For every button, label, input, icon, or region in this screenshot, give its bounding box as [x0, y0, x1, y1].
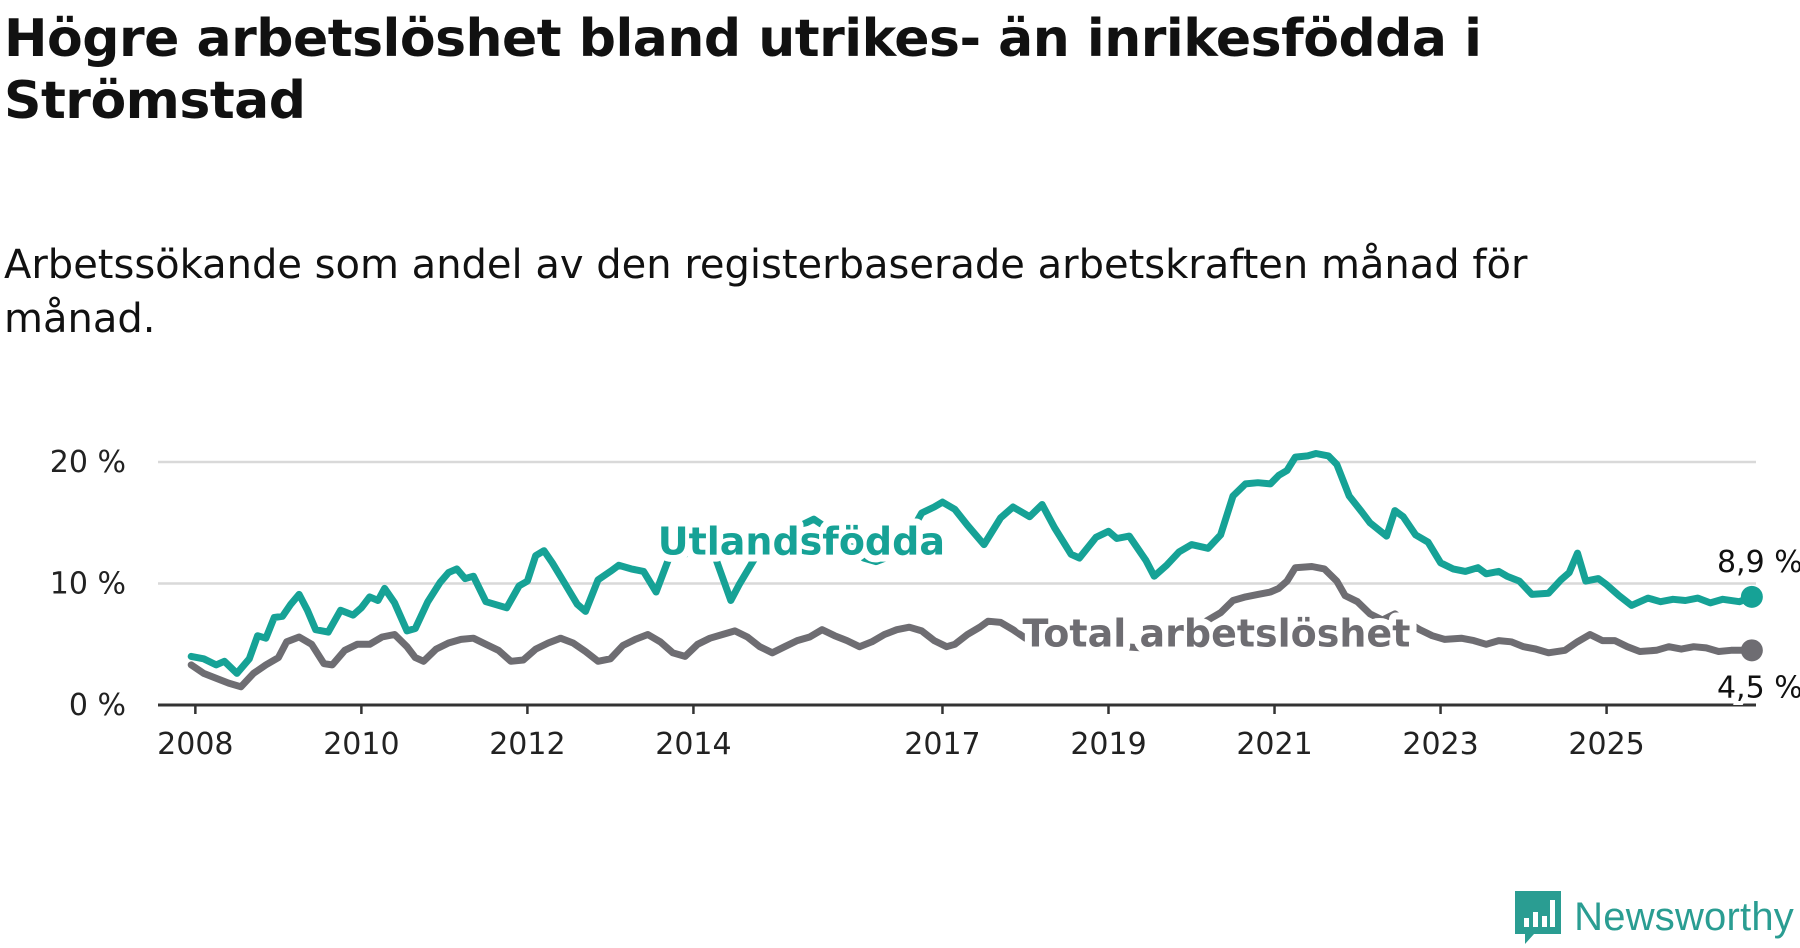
y-tick-label: 20 %	[50, 445, 126, 480]
end-label-utlandsfodda: 8,9 %	[1717, 545, 1800, 580]
series-line-total-arbetsloshet	[187, 563, 1756, 691]
x-tick-label: 2025	[1568, 727, 1644, 762]
series-label-utlandsfodda: Utlandsfödda	[658, 519, 945, 563]
x-tick-label: 2021	[1236, 727, 1312, 762]
x-tick-label: 2023	[1402, 727, 1478, 762]
newsworthy-logo-icon	[1515, 891, 1562, 944]
chart-title: Högre arbetslöshet bland utrikes- än inr…	[4, 9, 1482, 131]
brand-name: Newsworthy	[1574, 894, 1794, 939]
brand-logo: Newsworthy	[1512, 888, 1794, 946]
chart-subtitle: Arbetssökande som andel av den registerb…	[4, 242, 1528, 342]
end-point-total-arbetsloshet	[1740, 639, 1763, 662]
x-tick-label: 2012	[489, 727, 565, 762]
x-tick-label: 2017	[904, 727, 980, 762]
x-tick-label: 2014	[655, 727, 731, 762]
y-tick-label: 10 %	[50, 567, 126, 602]
series-line-utlandsfodda	[187, 450, 1756, 677]
y-tick-label: 0 %	[69, 688, 126, 723]
x-tick-label: 2019	[1070, 727, 1146, 762]
x-tick-label: 2008	[157, 727, 233, 762]
x-tick-label: 2010	[323, 727, 399, 762]
end-label-total-arbetsloshet: 4,5 %	[1717, 670, 1800, 705]
end-point-utlandsfodda	[1740, 585, 1763, 608]
series-label-total-arbetsloshet: Total arbetslöshet	[1022, 612, 1410, 656]
